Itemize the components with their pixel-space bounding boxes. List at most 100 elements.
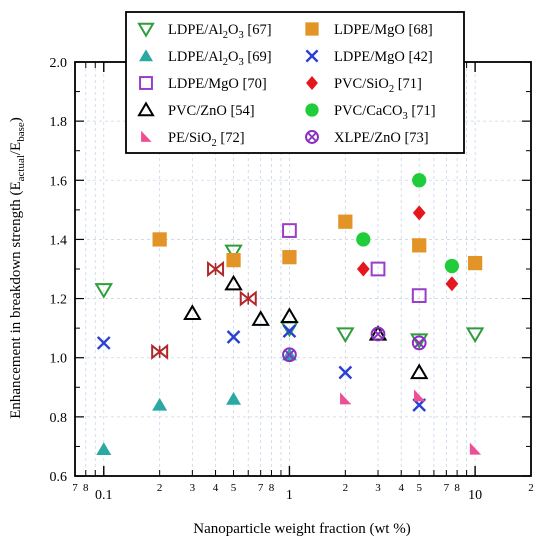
x-minor-tick-label: 7 bbox=[258, 482, 264, 494]
legend-label: PE/SiO2 [72] bbox=[168, 130, 245, 149]
data-point bbox=[356, 232, 371, 247]
x-minor-tick-label: 8 bbox=[269, 482, 275, 494]
y-tick-label: 1.2 bbox=[50, 293, 68, 308]
x-minor-tick-label: 3 bbox=[375, 482, 381, 494]
marker-shape bbox=[411, 335, 427, 351]
marker-shape bbox=[280, 307, 299, 323]
data-point bbox=[469, 442, 482, 455]
marker-shape bbox=[370, 261, 386, 277]
data-point bbox=[226, 391, 242, 405]
data-point bbox=[183, 304, 202, 320]
legend-label: PVC/SiO2 [71] bbox=[334, 76, 422, 95]
marker-shape bbox=[207, 260, 225, 278]
marker-shape bbox=[305, 22, 319, 36]
series-group bbox=[152, 214, 483, 271]
data-point bbox=[226, 330, 241, 344]
marker-shape bbox=[94, 283, 114, 299]
legend-marker bbox=[305, 22, 319, 36]
marker-shape bbox=[412, 205, 426, 221]
x-tick-label: 0.1 bbox=[95, 488, 113, 503]
marker-shape bbox=[284, 349, 295, 360]
marker-shape bbox=[411, 288, 427, 303]
legend-label-part: LDPE/Al bbox=[168, 22, 223, 38]
legend-label: LDPE/MgO [68] bbox=[334, 22, 433, 38]
legend-label: PVC/CaCO3 [71] bbox=[334, 103, 436, 122]
series-group bbox=[282, 326, 427, 363]
x-tick-label: 10 bbox=[468, 488, 482, 503]
series-group bbox=[183, 274, 429, 380]
legend-label-part: [67] bbox=[244, 22, 272, 38]
y-axis-title-part: ) bbox=[8, 117, 24, 122]
data-point bbox=[356, 261, 370, 277]
legend-label-part: O bbox=[228, 49, 238, 65]
marker-shape bbox=[137, 101, 155, 117]
data-point bbox=[152, 397, 168, 411]
data-point bbox=[226, 253, 241, 268]
legend-marker bbox=[305, 130, 319, 144]
x-axis-title: Nanoparticle weight fraction (wt %) bbox=[193, 521, 410, 537]
y-tick-label: 1.0 bbox=[50, 352, 68, 367]
marker-shape bbox=[152, 397, 168, 411]
legend-label-part: LDPE/Al bbox=[168, 49, 223, 65]
x-minor-tick-label: 5 bbox=[231, 482, 237, 494]
data-point bbox=[338, 365, 353, 380]
legend-label-part: 3 bbox=[403, 111, 408, 122]
series-group bbox=[356, 205, 459, 292]
data-point bbox=[280, 307, 299, 323]
legend-label-part: [71] bbox=[394, 76, 422, 92]
legend-label-part: PVC/SiO bbox=[334, 76, 389, 92]
marker-shape bbox=[413, 389, 426, 402]
legend-marker bbox=[141, 130, 152, 142]
data-point bbox=[239, 290, 257, 307]
data-point bbox=[282, 250, 297, 265]
data-point bbox=[467, 255, 483, 271]
marker-shape bbox=[96, 336, 111, 350]
legend-label-part: 2 bbox=[389, 84, 394, 95]
data-point bbox=[282, 324, 297, 338]
legend-label-part: LDPE/MgO [68] bbox=[334, 22, 433, 38]
series-group bbox=[96, 324, 427, 412]
data-point bbox=[282, 223, 297, 238]
marker-shape bbox=[306, 76, 318, 90]
x-minor-tick-label: 8 bbox=[454, 482, 460, 494]
marker-shape bbox=[465, 327, 485, 344]
legend-label-part: 2 bbox=[223, 30, 228, 41]
series-group bbox=[96, 347, 297, 456]
legend-marker bbox=[306, 76, 318, 90]
x-minor-tick-label: 5 bbox=[416, 482, 422, 494]
data-point bbox=[340, 392, 352, 405]
marker-shape bbox=[305, 49, 319, 63]
y-axis-title-part: actual bbox=[15, 155, 27, 181]
marker-shape bbox=[152, 232, 167, 247]
legend-label-part: 2 bbox=[223, 57, 228, 68]
legend-label-part: LDPE/MgO [42] bbox=[334, 49, 433, 65]
marker-shape bbox=[409, 333, 429, 350]
x-minor-tick-label: 4 bbox=[213, 482, 219, 494]
data-point bbox=[282, 347, 297, 363]
marker-shape bbox=[226, 391, 242, 405]
marker-shape bbox=[307, 132, 317, 142]
marker-shape bbox=[224, 244, 243, 261]
marker-shape bbox=[338, 214, 353, 229]
marker-shape bbox=[239, 290, 257, 307]
marker-shape bbox=[305, 130, 319, 144]
data-point bbox=[413, 389, 426, 402]
x-minor-tick-label: 7 bbox=[444, 482, 450, 494]
legend-label-part: 2 bbox=[212, 138, 217, 149]
x-minor-tick-label: 2 bbox=[343, 482, 349, 494]
y-tick-label: 0.6 bbox=[50, 470, 68, 485]
legend-marker bbox=[139, 76, 153, 90]
legend-label-part: [72] bbox=[217, 130, 245, 146]
y-axis-title: Enhancement in breakdown strength (Eactu… bbox=[8, 117, 27, 419]
marker-shape bbox=[251, 310, 270, 326]
data-point bbox=[96, 336, 111, 350]
marker-shape bbox=[356, 232, 371, 247]
y-axis-title-part: base bbox=[15, 122, 27, 142]
data-point bbox=[251, 310, 270, 326]
y-tick-label: 1.4 bbox=[50, 233, 68, 248]
legend-label: LDPE/MgO [70] bbox=[168, 76, 267, 92]
x-minor-tick-label: 2 bbox=[157, 482, 163, 494]
marker-shape bbox=[226, 330, 241, 344]
data-point bbox=[412, 205, 426, 221]
marker-shape bbox=[412, 238, 427, 253]
